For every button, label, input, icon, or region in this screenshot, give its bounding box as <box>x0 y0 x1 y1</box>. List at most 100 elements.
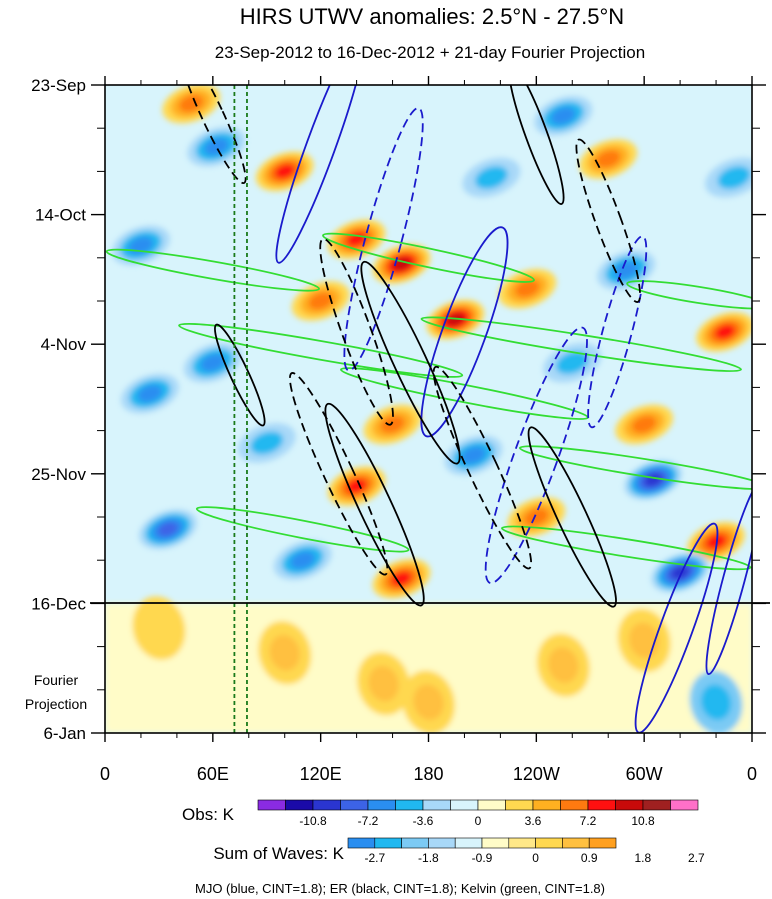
colorbar-swatch <box>560 799 589 811</box>
x-tick-label: 0 <box>747 764 757 784</box>
anomaly-blob <box>551 107 576 125</box>
er-contour <box>324 402 425 607</box>
chart-subtitle: 23-Sep-2012 to 16-Dec-2012 + 21-day Four… <box>215 43 645 62</box>
er-contour <box>289 372 389 576</box>
kelvin-contour <box>501 525 752 571</box>
er-contour <box>575 138 641 303</box>
kelvin-contour <box>178 322 464 378</box>
obs-colorbar-label: Obs: K <box>182 805 235 824</box>
colorbar-swatch <box>508 837 536 849</box>
anomaly-blob <box>717 166 751 190</box>
anomaly-blob <box>524 508 549 526</box>
anomaly-blob <box>596 150 621 168</box>
anomaly-blob <box>631 415 657 434</box>
anomaly-blob <box>671 566 689 579</box>
colorbar-tick-label: 10.8 <box>631 814 655 828</box>
colorbar-tick-label: -2.7 <box>364 851 385 865</box>
colorbar-tick-label: -7.2 <box>358 814 379 828</box>
anomaly-blob <box>705 534 727 549</box>
projection-label-line2: Projection <box>25 696 87 712</box>
colorbar-tick-label: 0 <box>475 814 482 828</box>
colorbar-swatch <box>340 799 369 811</box>
anomaly-blob <box>274 164 295 179</box>
anomaly-blob <box>346 478 367 494</box>
projection-label-line1: Fourier <box>34 672 79 688</box>
x-tick-label: 0 <box>100 764 110 784</box>
kelvin-contour <box>195 506 410 553</box>
colorbar-swatch <box>615 799 644 811</box>
er-contour <box>432 365 533 570</box>
anomaly-blob <box>137 384 163 403</box>
colorbar-swatch <box>562 837 590 849</box>
projection-blob <box>548 647 579 683</box>
colorbar-swatch <box>505 799 534 811</box>
x-tick-label: 180 <box>413 764 443 784</box>
kelvin-contour <box>626 280 752 310</box>
anomaly-field <box>105 85 752 733</box>
waves-colorbar: -2.7 -1.8 -0.9 0 0.9 1.8 2.7 <box>347 837 705 865</box>
anomaly-blob <box>380 415 405 434</box>
chart-title: HIRS UTWV anomalies: 2.5°N - 27.5°N <box>240 4 624 29</box>
kelvin-contour <box>519 445 752 490</box>
colorbar-swatch <box>374 837 402 849</box>
y-tick-label: 4-Nov <box>41 335 87 354</box>
anomaly-blob <box>200 354 226 372</box>
colorbar-tick-label: -3.6 <box>413 814 434 828</box>
anomaly-blob <box>204 138 229 156</box>
colorbar-swatch <box>642 799 671 811</box>
colorbar-tick-label: 7.2 <box>580 814 597 828</box>
y-tick-label: 6-Jan <box>43 724 86 743</box>
colorbar-swatch <box>450 799 479 811</box>
y-tick-label: 14-Oct <box>35 206 86 225</box>
wave-contours <box>105 85 752 733</box>
colorbar-swatch <box>285 799 314 811</box>
colorbar-tick-label: 0.9 <box>581 851 598 865</box>
kelvin-contour <box>420 316 742 373</box>
plot-area <box>105 85 752 733</box>
colorbar-swatch <box>428 837 456 849</box>
anomaly-blob <box>179 94 204 113</box>
colorbar-tick-label: -0.9 <box>472 851 493 865</box>
anomaly-blob <box>515 279 540 298</box>
mjo-contour <box>343 107 424 372</box>
x-axis: 0 60E 120E 180 120W 60W 0 <box>100 76 757 784</box>
colorbar-swatch <box>347 837 376 849</box>
anomaly-blob <box>461 446 486 464</box>
x-tick-label: 120E <box>300 764 342 784</box>
mjo-contour <box>484 326 588 584</box>
colorbar-tick-label: -1.8 <box>418 851 439 865</box>
er-contour <box>179 85 247 185</box>
projection-blob <box>413 684 444 720</box>
colorbar-swatch <box>395 799 424 811</box>
kelvin-contour <box>105 248 320 292</box>
anomaly-blob <box>714 324 736 340</box>
footer-note: MJO (blue, CINT=1.8); ER (black, CINT=1.… <box>195 881 605 896</box>
colorbar-tick-label: -10.8 <box>299 814 327 828</box>
y-tick-label: 23-Sep <box>31 76 86 95</box>
x-tick-label: 60E <box>197 764 229 784</box>
colorbar-swatch <box>588 837 617 849</box>
colorbar-tick-label: 2.7 <box>688 851 705 865</box>
colorbar-swatch <box>477 799 506 811</box>
mjo-contour <box>420 226 509 438</box>
colorbar-swatch <box>257 799 286 811</box>
er-contour <box>508 85 565 205</box>
colorbar-swatch <box>481 837 510 849</box>
obs-colorbar: -10.8 -7.2 -3.6 0 3.6 7.2 10.8 <box>257 799 699 828</box>
colorbar-swatch <box>312 799 341 811</box>
projection-blob <box>700 684 732 720</box>
colorbar-swatch <box>401 837 429 849</box>
projection-blob <box>368 665 399 702</box>
anomaly-blob <box>290 551 315 569</box>
waves-colorbar-label: Sum of Waves: K <box>213 844 344 863</box>
anomaly-blob <box>475 166 508 190</box>
projection-blob <box>269 634 300 671</box>
colorbar-swatch <box>535 837 563 849</box>
colorbar-tick-label: 3.6 <box>525 814 542 828</box>
x-tick-label: 120W <box>513 764 560 784</box>
anomaly-blob <box>250 431 284 455</box>
colorbar-swatch <box>587 799 616 811</box>
colorbar-tick-label: 1.8 <box>634 851 651 865</box>
colorbar-swatch <box>367 799 396 811</box>
